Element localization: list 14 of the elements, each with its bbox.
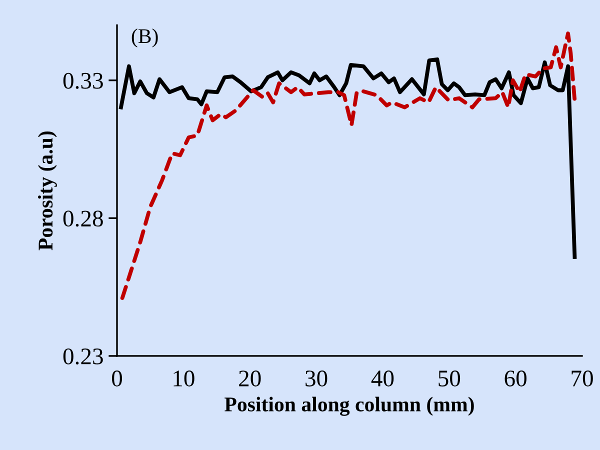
x-tick-label: 30 [306, 370, 328, 386]
x-tick-label: 20 [239, 370, 261, 386]
x-tick-label: 70 [572, 370, 593, 386]
x-tick-label: 0 [112, 370, 122, 386]
y-tick-label: 0.28 [63, 210, 103, 227]
annotation: (B) [132, 28, 158, 48]
y-axis-title: Porosity (a.u) [38, 131, 57, 250]
x-tick-label: 60 [504, 370, 526, 386]
y-tick-label: 0.33 [63, 72, 103, 89]
y-tick-label: 0.23 [63, 348, 103, 364]
x-tick-label: 50 [438, 370, 460, 386]
x-tick-label: 40 [371, 370, 394, 386]
x-axis-title: Position along column (mm) [224, 396, 474, 416]
x-tick-label: 10 [174, 370, 194, 386]
